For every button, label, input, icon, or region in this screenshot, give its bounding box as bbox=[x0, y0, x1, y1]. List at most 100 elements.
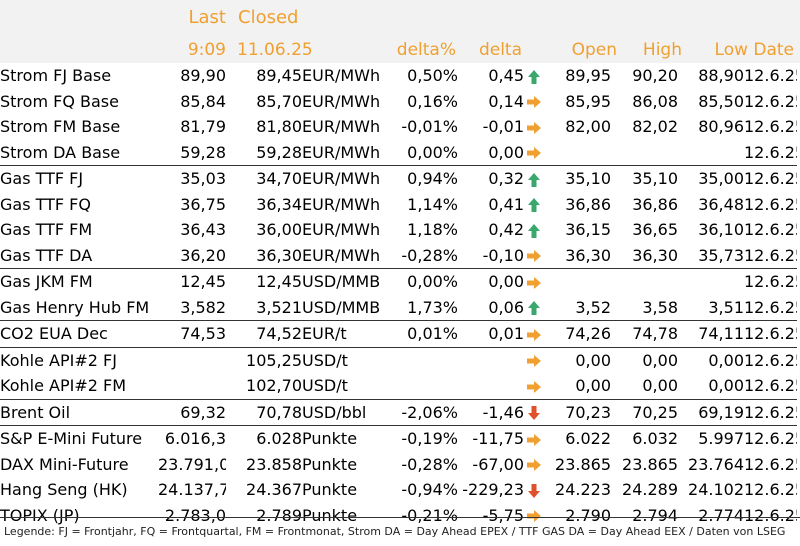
open-price: 6.022 bbox=[544, 425, 611, 452]
date: 12.6.25 bbox=[744, 454, 797, 474]
arrow-up-icon bbox=[524, 217, 544, 243]
last-price bbox=[158, 373, 226, 399]
closed-price: 23.858 bbox=[246, 454, 302, 474]
instrument-name: Gas Henry Hub FM bbox=[0, 297, 150, 317]
low-price: 23.764 bbox=[688, 454, 744, 474]
instrument-name: Brent Oil bbox=[0, 398, 158, 426]
arrow-up-icon bbox=[524, 63, 544, 89]
open-price bbox=[544, 140, 611, 166]
high-price: 3,58 bbox=[642, 297, 678, 317]
arrow-down-icon bbox=[524, 398, 544, 426]
closed-price: 81,80 bbox=[256, 117, 302, 137]
unit: Punkte bbox=[302, 425, 380, 452]
header-last-time: 9:09 bbox=[187, 40, 226, 60]
open-price: 36,15 bbox=[565, 220, 611, 240]
low-price: 36,48 bbox=[698, 194, 744, 214]
low-price: 36,10 bbox=[698, 220, 744, 240]
unit: USD/MMBtu bbox=[302, 297, 380, 317]
table-row: Gas JKM FM12,4512,45USD/MMBtu0,00%0,0012… bbox=[0, 268, 797, 295]
high-price: 0,00 bbox=[642, 376, 678, 396]
high-price: 2.794 bbox=[632, 505, 678, 525]
date: 12.6.25 bbox=[744, 505, 797, 525]
date: 12.6.25 bbox=[744, 91, 797, 111]
closed-price: 105,25 bbox=[226, 346, 302, 373]
delta-value: -1,46 bbox=[458, 398, 524, 426]
delta-value: 0,01 bbox=[458, 320, 524, 347]
open-price: 74,26 bbox=[544, 320, 611, 347]
closed-price: 102,70 bbox=[246, 376, 302, 396]
instrument-name: Strom FQ Base bbox=[0, 91, 119, 111]
date: 12.6.25 bbox=[744, 194, 797, 214]
delta-percent: 0,50% bbox=[407, 66, 458, 86]
table-row: Kohle API#2 FM 102,70 USD/t 0,00 0,00 0,00 12.… bbox=[0, 373, 797, 399]
instrument-name: Strom DA Base bbox=[0, 142, 121, 162]
last-price: 2.783,0 bbox=[164, 505, 226, 525]
low-price: 3,51 bbox=[708, 297, 744, 317]
header-delta-pct: delta% bbox=[396, 40, 456, 60]
last-price: 36,43 bbox=[180, 220, 226, 240]
unit: USD/MMBtu bbox=[302, 268, 380, 295]
instrument-name: Gas TTF FM bbox=[0, 220, 93, 240]
high-price bbox=[611, 268, 678, 295]
arrow-up-icon bbox=[524, 295, 544, 321]
low-price: 35,00 bbox=[678, 165, 744, 192]
date: 12.6.25 bbox=[744, 220, 797, 240]
closed-price: 12,45 bbox=[226, 268, 302, 295]
last-price: 81,79 bbox=[180, 117, 226, 137]
closed-price: 36,00 bbox=[256, 220, 302, 240]
open-price: 89,95 bbox=[565, 66, 611, 86]
high-price: 36,86 bbox=[632, 194, 678, 214]
delta-value: 0,42 bbox=[488, 220, 524, 240]
open-price: 2.790 bbox=[565, 505, 611, 525]
high-price: 6.032 bbox=[611, 425, 678, 452]
low-price: 80,96 bbox=[698, 117, 744, 137]
header-open: Open bbox=[571, 40, 617, 60]
closed-price: 6.028 bbox=[226, 425, 302, 452]
delta-value: 0,32 bbox=[458, 165, 524, 192]
unit: EUR/MWh bbox=[302, 91, 380, 111]
open-price bbox=[544, 268, 611, 295]
arrow-right-icon bbox=[524, 243, 544, 269]
arrow-up-icon bbox=[524, 165, 544, 192]
high-price: 23.865 bbox=[622, 454, 678, 474]
header-date: Date bbox=[753, 40, 794, 60]
open-price: 3,52 bbox=[575, 297, 611, 317]
arrow-right-icon bbox=[524, 268, 544, 295]
low-price: 88,90 bbox=[698, 66, 744, 86]
low-price: 0,00 bbox=[678, 346, 744, 373]
delta-value bbox=[458, 373, 524, 399]
instrument-name: TOPIX (JP) bbox=[0, 505, 80, 525]
delta-percent: 1,18% bbox=[407, 220, 458, 240]
delta-value: -229,23 bbox=[462, 480, 524, 500]
legend-text: Legende: FJ = Frontjahr, FQ = Frontquart… bbox=[4, 525, 786, 538]
table-row: Gas TTF FJ 35,03 34,70 EUR/MWh 0,94% 0,32 35,1… bbox=[0, 165, 797, 192]
closed-price: 3,521 bbox=[256, 297, 302, 317]
date: 12.6.25 bbox=[744, 320, 797, 347]
open-price: 82,00 bbox=[565, 117, 611, 137]
delta-value: 0,00 bbox=[458, 268, 524, 295]
table-row: Hang Seng (HK) 24.137,7 24.367 Punkte -0,94%… bbox=[0, 477, 797, 503]
header-band bbox=[0, 0, 800, 63]
high-price: 36,65 bbox=[632, 220, 678, 240]
low-price: 74,11 bbox=[678, 320, 744, 347]
last-price: 74,53 bbox=[158, 320, 226, 347]
instrument-name: Kohle API#2 FM bbox=[0, 376, 126, 396]
delta-percent: -0,01% bbox=[401, 117, 458, 137]
arrow-right-icon bbox=[524, 346, 544, 373]
table-row: Kohle API#2 FJ 105,25 USD/t 0,00 0,00 0,00 12.… bbox=[0, 346, 797, 373]
unit: EUR/MWh bbox=[302, 220, 380, 240]
low-price: 85,50 bbox=[698, 91, 744, 111]
delta-percent bbox=[380, 346, 458, 373]
unit: USD/t bbox=[302, 376, 348, 396]
date: 12.6.25 bbox=[744, 165, 797, 192]
open-price: 0,00 bbox=[575, 376, 611, 396]
closed-price: 36,34 bbox=[256, 194, 302, 214]
unit: EUR/MWh bbox=[302, 117, 380, 137]
closed-price: 85,70 bbox=[256, 91, 302, 111]
low-price: 24.102 bbox=[688, 480, 744, 500]
header-high: High bbox=[642, 40, 682, 60]
instrument-name: S&P E-Mini Future bbox=[0, 425, 158, 452]
unit: USD/bbl bbox=[302, 398, 380, 426]
date: 12.6.25 bbox=[744, 117, 797, 137]
